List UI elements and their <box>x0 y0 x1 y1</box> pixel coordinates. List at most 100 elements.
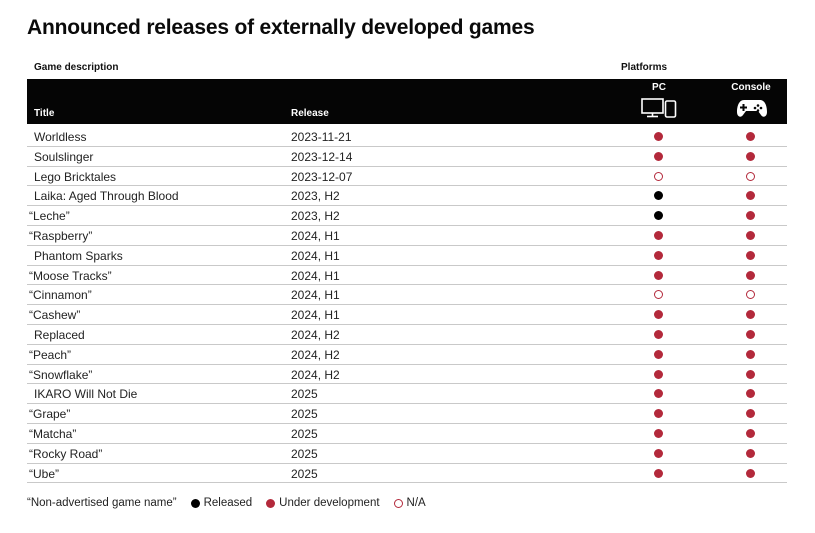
cell-pc-status <box>654 191 663 201</box>
under-development-dot-icon <box>746 310 755 320</box>
table-row: “Cinnamon” 2024, H1 <box>27 285 787 306</box>
under-development-dot-icon <box>654 132 663 141</box>
cell-title: “Cashew” <box>29 308 81 323</box>
cell-console-status <box>746 230 755 240</box>
cell-release: 2024, H1 <box>291 268 340 283</box>
cell-pc-status <box>654 369 663 379</box>
group-header-row: Game description Platforms <box>27 60 787 76</box>
cell-pc-status <box>654 211 663 221</box>
cell-console-status <box>746 250 755 260</box>
legend-na-label: N/A <box>406 497 426 509</box>
cell-release: 2023-11-21 <box>291 130 352 144</box>
table-row: “Cashew” 2024, H1 <box>27 305 787 325</box>
cell-release: 2024, H1 <box>291 248 340 263</box>
legend-released-label: Released <box>203 497 253 509</box>
table-body: Worldless 2023-11-21 Soulslinger 2023-12-14… <box>27 127 787 484</box>
cell-console-status <box>746 191 755 201</box>
cell-title: Laika: Aged Through Blood <box>34 189 179 204</box>
cell-pc-status <box>654 349 663 359</box>
cell-console-status <box>746 290 755 300</box>
cell-pc-status <box>654 428 663 438</box>
cell-console-status <box>746 270 755 280</box>
under-development-dot-icon <box>746 151 755 161</box>
released-dot-icon <box>190 498 200 508</box>
under-development-dot-icon <box>746 468 755 478</box>
cell-pc-status <box>654 329 663 339</box>
under-development-dot-icon <box>746 409 755 419</box>
cell-release: 2023-12-14 <box>291 149 353 164</box>
table-row: Replaced 2024, H2 <box>27 325 787 345</box>
cell-release: 2023, H2 <box>291 209 340 224</box>
cell-console-status <box>746 171 755 181</box>
cell-console-status <box>746 468 755 478</box>
cell-title: “Raspberry” <box>29 228 93 243</box>
cell-release: 2025 <box>291 387 318 402</box>
cell-release: 2024, H1 <box>291 308 340 323</box>
group-header-game-description: Game description <box>34 62 119 73</box>
page-title: Announced releases of externally develop… <box>27 16 535 39</box>
cell-pc-status <box>654 389 663 399</box>
legend-released: Released <box>190 497 253 509</box>
na-ring-icon <box>393 498 403 508</box>
cell-pc-status <box>654 448 663 458</box>
cell-release: 2024, H2 <box>291 327 340 342</box>
table-row: Laika: Aged Through Blood 2023, H2 <box>27 186 787 207</box>
table-row: “Snowflake” 2024, H2 <box>27 365 787 385</box>
cell-title: Lego Bricktales <box>34 169 117 184</box>
cell-title: “Leche” <box>29 209 70 224</box>
under-development-dot-icon <box>654 270 663 280</box>
table-row: “Raspberry” 2024, H1 <box>27 226 787 246</box>
na-ring-icon <box>654 290 663 300</box>
released-dot-icon <box>654 191 663 201</box>
under-development-dot-icon <box>746 428 755 438</box>
under-development-dot-icon <box>746 250 755 260</box>
cell-console-status <box>746 428 755 438</box>
table-row: “Rocky Road” 2025 <box>27 444 787 464</box>
cell-pc-status <box>654 250 663 260</box>
cell-console-status <box>746 310 755 320</box>
under-development-dot-icon <box>654 468 663 478</box>
column-header-console: Console <box>731 82 771 93</box>
cell-pc-status <box>654 290 663 300</box>
under-development-dot-icon <box>266 498 276 508</box>
cell-title: IKARO Will Not Die <box>34 387 138 402</box>
cell-title: “Grape” <box>29 407 71 422</box>
under-development-dot-icon <box>654 409 663 419</box>
cell-pc-status <box>654 468 663 478</box>
cell-title: Phantom Sparks <box>34 248 123 263</box>
cell-pc-status <box>654 230 663 240</box>
under-development-dot-icon <box>746 270 755 280</box>
legend: “Non-advertised game name” Released Unde… <box>27 495 426 511</box>
cell-console-status <box>746 329 755 339</box>
cell-title: Worldless <box>34 130 87 144</box>
cell-console-status <box>746 132 755 141</box>
cell-release: 2024, H1 <box>291 288 340 303</box>
cell-title: “Snowflake” <box>29 367 93 382</box>
legend-under-development: Under development <box>266 497 380 509</box>
under-development-dot-icon <box>654 349 663 359</box>
under-development-dot-icon <box>654 310 663 320</box>
na-ring-icon <box>746 171 755 181</box>
cell-pc-status <box>654 409 663 419</box>
cell-pc-status <box>654 310 663 320</box>
table-row: Soulslinger 2023-12-14 <box>27 147 787 167</box>
cell-pc-status <box>654 151 663 161</box>
under-development-dot-icon <box>654 230 663 240</box>
cell-title: “Cinnamon” <box>29 288 92 303</box>
legend-non-advertised: “Non-advertised game name” <box>27 497 177 509</box>
cell-console-status <box>746 448 755 458</box>
cell-release: 2025 <box>291 466 318 481</box>
cell-release: 2024, H2 <box>291 347 340 362</box>
table-row: Lego Bricktales 2023-12-07 <box>27 167 787 187</box>
cell-title: Replaced <box>34 327 85 342</box>
na-ring-icon <box>654 171 663 181</box>
under-development-dot-icon <box>746 329 755 339</box>
cell-release: 2025 <box>291 426 318 441</box>
monitor-and-tablet-icon <box>641 98 677 118</box>
table-row: “Matcha” 2025 <box>27 424 787 444</box>
group-header-platforms: Platforms <box>621 62 668 73</box>
under-development-dot-icon <box>746 389 755 399</box>
cell-console-status <box>746 409 755 419</box>
table-row: “Grape” 2025 <box>27 404 787 424</box>
table-row: Worldless 2023-11-21 <box>27 127 787 147</box>
